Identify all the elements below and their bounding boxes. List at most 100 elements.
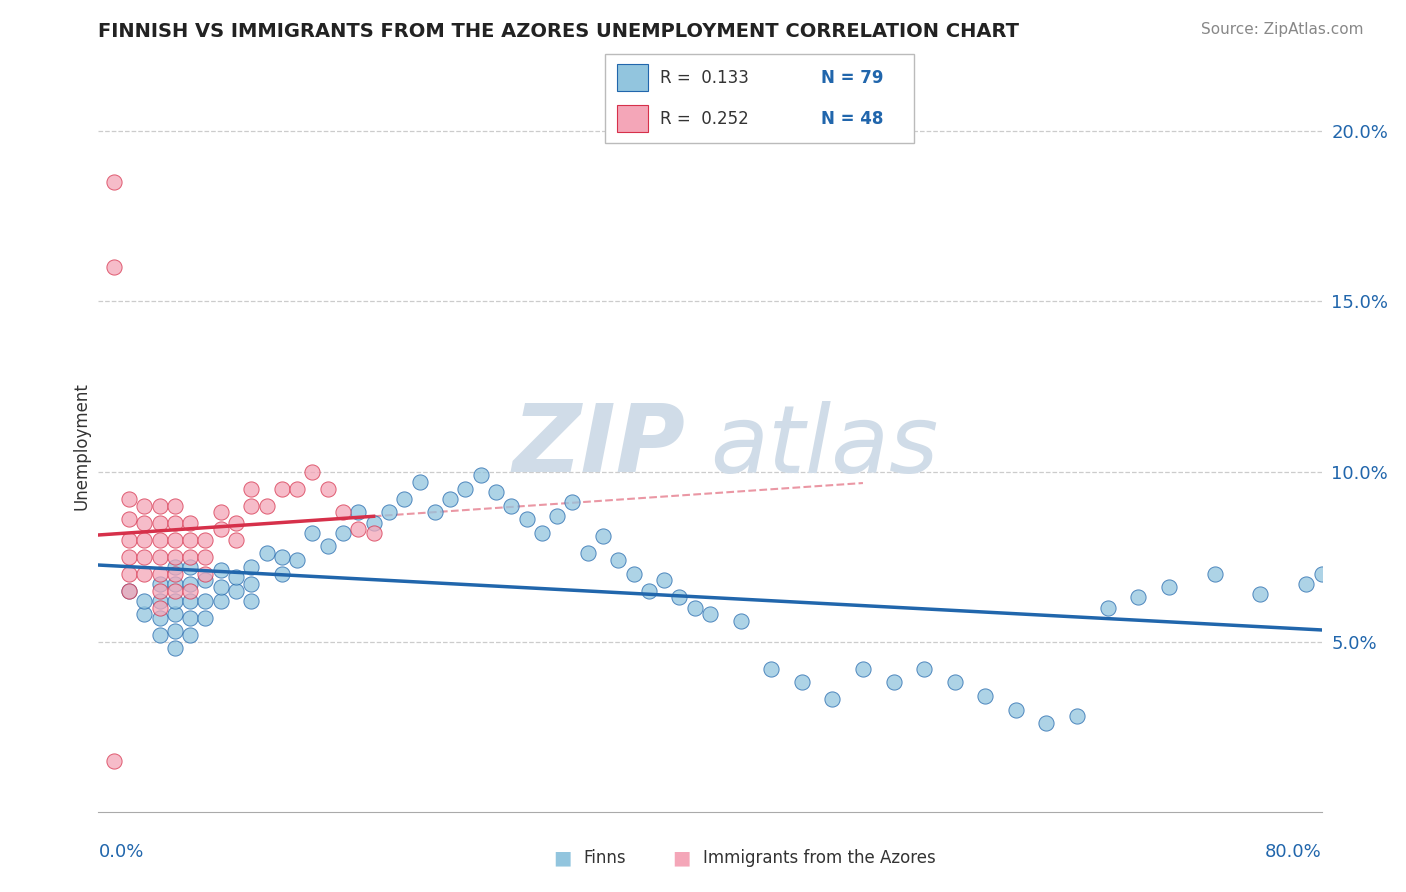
Point xyxy=(149,594,172,608)
Point xyxy=(163,559,186,574)
Point xyxy=(301,525,323,540)
Point xyxy=(1295,576,1317,591)
Point xyxy=(194,611,217,625)
Bar xyxy=(617,64,648,91)
Point xyxy=(730,614,752,628)
Point xyxy=(163,533,186,547)
Point xyxy=(1157,580,1180,594)
Point xyxy=(194,533,217,547)
Y-axis label: Unemployment: Unemployment xyxy=(72,382,90,510)
Point xyxy=(637,583,661,598)
Point xyxy=(683,600,706,615)
Text: Finns: Finns xyxy=(583,849,626,867)
Point xyxy=(149,611,172,625)
Text: N = 48: N = 48 xyxy=(821,110,883,128)
Point xyxy=(209,563,232,577)
Point xyxy=(179,576,201,591)
Point xyxy=(470,467,492,482)
Point xyxy=(378,505,401,519)
Point xyxy=(179,583,201,598)
Point xyxy=(118,583,141,598)
Point xyxy=(561,495,583,509)
Point xyxy=(179,594,201,608)
Point xyxy=(240,499,263,513)
Text: N = 79: N = 79 xyxy=(821,69,883,87)
Point xyxy=(149,533,172,547)
Point xyxy=(149,600,172,615)
Point xyxy=(821,692,844,706)
Point xyxy=(194,574,217,588)
Bar xyxy=(617,105,648,132)
Point xyxy=(149,516,172,530)
Text: Source: ZipAtlas.com: Source: ZipAtlas.com xyxy=(1201,22,1364,37)
Point xyxy=(118,512,141,526)
Point xyxy=(149,499,172,513)
Text: R =  0.133: R = 0.133 xyxy=(661,69,749,87)
Point xyxy=(179,549,201,564)
Point xyxy=(103,260,125,275)
Point xyxy=(316,482,339,496)
Point xyxy=(270,566,292,581)
Point xyxy=(163,549,186,564)
Point xyxy=(332,525,354,540)
Point xyxy=(149,628,172,642)
Point xyxy=(149,549,172,564)
Point xyxy=(1310,566,1333,581)
Point xyxy=(240,594,263,608)
Text: atlas: atlas xyxy=(710,401,938,491)
Text: 80.0%: 80.0% xyxy=(1265,843,1322,861)
Point xyxy=(179,611,201,625)
FancyBboxPatch shape xyxy=(605,54,914,143)
Point xyxy=(179,533,201,547)
Point xyxy=(576,546,599,560)
Point xyxy=(1204,566,1226,581)
Point xyxy=(134,516,156,530)
Point xyxy=(209,522,232,536)
Point xyxy=(103,175,125,189)
Point xyxy=(285,553,308,567)
Point xyxy=(225,570,247,584)
Point xyxy=(149,576,172,591)
Point xyxy=(134,607,156,622)
Point xyxy=(118,583,141,598)
Text: Immigrants from the Azores: Immigrants from the Azores xyxy=(703,849,936,867)
Point xyxy=(256,546,278,560)
Point xyxy=(118,549,141,564)
Point xyxy=(163,641,186,656)
Point xyxy=(134,594,156,608)
Point xyxy=(652,574,675,588)
Text: R =  0.252: R = 0.252 xyxy=(661,110,749,128)
Point xyxy=(454,482,477,496)
Point xyxy=(363,516,385,530)
Point xyxy=(163,566,186,581)
Point xyxy=(668,591,690,605)
Point xyxy=(270,549,292,564)
Point xyxy=(240,482,263,496)
Point xyxy=(118,491,141,506)
Point xyxy=(332,505,354,519)
Point xyxy=(103,754,125,768)
Point xyxy=(1249,587,1271,601)
Point xyxy=(118,566,141,581)
Point xyxy=(225,583,247,598)
Text: FINNISH VS IMMIGRANTS FROM THE AZORES UNEMPLOYMENT CORRELATION CHART: FINNISH VS IMMIGRANTS FROM THE AZORES UN… xyxy=(98,22,1019,41)
Point xyxy=(392,491,416,506)
Point xyxy=(149,583,172,598)
Point xyxy=(423,505,446,519)
Point xyxy=(163,624,186,639)
Point xyxy=(225,516,247,530)
Point xyxy=(209,580,232,594)
Point xyxy=(179,628,201,642)
Point xyxy=(1066,709,1088,723)
Point xyxy=(163,607,186,622)
Point xyxy=(209,594,232,608)
Point xyxy=(1097,600,1119,615)
Point xyxy=(1035,716,1057,731)
Point xyxy=(163,516,186,530)
Point xyxy=(852,662,875,676)
Point xyxy=(179,516,201,530)
Point xyxy=(699,607,721,622)
Point xyxy=(501,499,523,513)
Point xyxy=(149,566,172,581)
Point xyxy=(790,675,813,690)
